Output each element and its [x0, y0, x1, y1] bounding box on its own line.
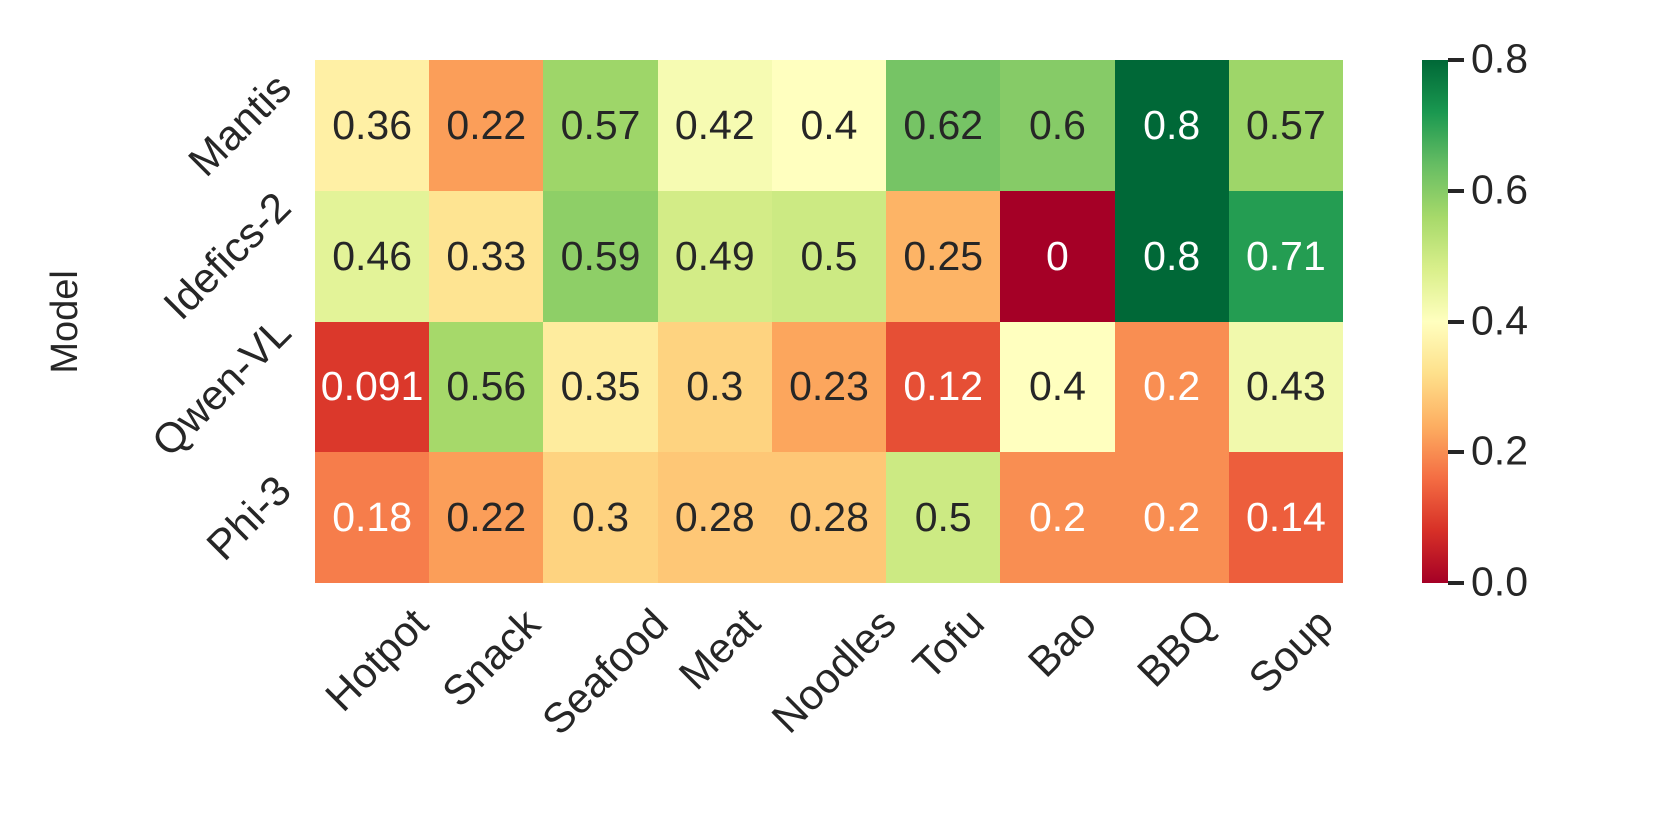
heatmap-cell: 0.8	[1114, 60, 1229, 191]
cell-value: 0.12	[903, 363, 984, 410]
cell-value: 0.71	[1245, 232, 1326, 279]
heatmap-cell: 0.57	[543, 60, 658, 191]
x-tick-label: Snack	[433, 599, 549, 716]
colorbar-tick-label: 0.8	[1471, 35, 1528, 82]
heatmap-cell: 0.35	[543, 321, 658, 453]
heatmap-grid: 0.36 0.22 0.57 0.42 0.4 0.62 0.6 0.8 0.57 0.46 0.3…	[315, 60, 1343, 583]
cell-value: 0.3	[686, 363, 744, 410]
cell-value: 0	[1046, 232, 1069, 279]
cell-value: 0.36	[332, 101, 413, 148]
cell-value: 0.42	[674, 101, 755, 148]
heatmap-cell: 0.18	[315, 452, 430, 583]
heatmap-cell: 0.14	[1228, 452, 1343, 583]
cell-value: 0.2	[1143, 363, 1201, 410]
colorbar-tick-label: 0.0	[1471, 558, 1528, 605]
cell-value: 0.4	[800, 101, 858, 148]
cell-value: 0.57	[560, 101, 641, 148]
heatmap-cell: 0.2	[1114, 452, 1229, 583]
cell-value: 0.62	[903, 101, 984, 148]
colorbar-tick-label: 0.2	[1471, 427, 1528, 474]
y-tick-label: Qwen-VL	[142, 307, 300, 465]
heatmap-cell: 0.33	[429, 190, 544, 322]
heatmap-cell: 0.28	[657, 452, 772, 583]
heatmap-cell: 0.4	[771, 60, 887, 191]
heatmap-cell: 0.28	[771, 452, 887, 583]
heatmap-cell: 0.23	[771, 321, 887, 453]
heatmap-cell: 0.2	[1000, 452, 1115, 583]
x-tick-label: Seafood	[533, 599, 678, 744]
cell-value: 0.49	[674, 232, 755, 279]
heatmap-cell: 0.3	[657, 321, 772, 453]
heatmap-cell: 0.36	[315, 60, 430, 191]
cell-value: 0.28	[674, 494, 755, 541]
cell-value: 0.5	[914, 494, 972, 541]
heatmap-cell: 0.4	[1000, 321, 1115, 453]
colorbar-tick-mark	[1448, 581, 1464, 585]
cell-value: 0.22	[446, 101, 527, 148]
heatmap-cell: 0.71	[1228, 190, 1343, 322]
colorbar-tick-mark	[1448, 58, 1464, 62]
cell-value: 0.57	[1245, 101, 1326, 148]
heatmap-cell: 0.5	[886, 452, 1001, 583]
heatmap-cell: 0.43	[1228, 321, 1343, 453]
heatmap-cell: 0.59	[543, 190, 658, 322]
heatmap-cell: 0.22	[429, 60, 544, 191]
cell-value: 0.33	[446, 232, 527, 279]
colorbar-gradient	[1422, 60, 1448, 583]
heatmap-cell: 0.3	[543, 452, 658, 583]
cell-value: 0.59	[560, 232, 641, 279]
cell-value: 0.5	[800, 232, 858, 279]
x-tick-label: Meat	[669, 599, 769, 699]
x-tick-label: BBQ	[1128, 599, 1225, 696]
colorbar-tick-mark	[1448, 450, 1464, 455]
cell-value: 0.091	[320, 363, 424, 410]
cell-value: 0.25	[903, 232, 984, 279]
cell-value: 0.8	[1143, 232, 1201, 279]
colorbar-tick-mark	[1448, 188, 1464, 193]
heatmap-cell: 0.49	[657, 190, 772, 322]
cell-value: 0.2	[1143, 494, 1201, 541]
cell-value: 0.18	[332, 494, 413, 541]
heatmap-cell: 0	[1000, 190, 1115, 322]
heatmap-cell: 0.5	[771, 190, 887, 322]
heatmap-cell: 0.8	[1114, 190, 1229, 322]
heatmap-cell: 0.42	[657, 60, 772, 191]
cell-value: 0.46	[332, 232, 413, 279]
x-tick-label: Hotpot	[316, 599, 438, 721]
heatmap-cell: 0.12	[886, 321, 1001, 453]
cell-value: 0.8	[1143, 101, 1201, 148]
cell-value: 0.14	[1245, 494, 1326, 541]
x-tick-label: Tofu	[903, 599, 993, 689]
heatmap-cell: 0.46	[315, 190, 430, 322]
cell-value: 0.28	[789, 494, 869, 541]
y-axis-title: Model	[44, 269, 87, 374]
y-tick-label: Idefics-2	[154, 182, 300, 329]
heatmap-cell: 0.56	[429, 321, 544, 453]
x-tick-label: Soup	[1239, 599, 1342, 702]
heatmap-cell: 0.62	[886, 60, 1001, 191]
cell-value: 0.4	[1028, 363, 1086, 410]
cell-value: 0.2	[1028, 494, 1086, 541]
x-tick-label: Bao	[1018, 599, 1106, 686]
cell-value: 0.56	[446, 363, 527, 410]
heatmap-cell: 0.25	[886, 190, 1001, 322]
cell-value: 0.6	[1028, 101, 1086, 148]
y-tick-label: Phi-3	[197, 465, 300, 569]
colorbar-tick-label: 0.4	[1471, 297, 1528, 344]
heatmap-cell: 0.2	[1114, 321, 1229, 453]
cell-value: 0.43	[1245, 363, 1326, 410]
y-tick-label: Mantis	[179, 64, 300, 186]
cell-value: 0.23	[789, 363, 869, 410]
colorbar-tick-label: 0.6	[1471, 166, 1528, 213]
cell-value: 0.35	[560, 363, 641, 410]
cell-value: 0.22	[446, 494, 527, 541]
colorbar-tick-mark	[1448, 319, 1464, 324]
x-tick-label: Noodles	[762, 599, 905, 742]
heatmap-cell: 0.22	[429, 452, 544, 583]
heatmap-cell: 0.6	[1000, 60, 1115, 191]
cell-value: 0.3	[572, 494, 630, 541]
heatmap-cell: 0.091	[315, 321, 430, 453]
heatmap-cell: 0.57	[1228, 60, 1343, 191]
